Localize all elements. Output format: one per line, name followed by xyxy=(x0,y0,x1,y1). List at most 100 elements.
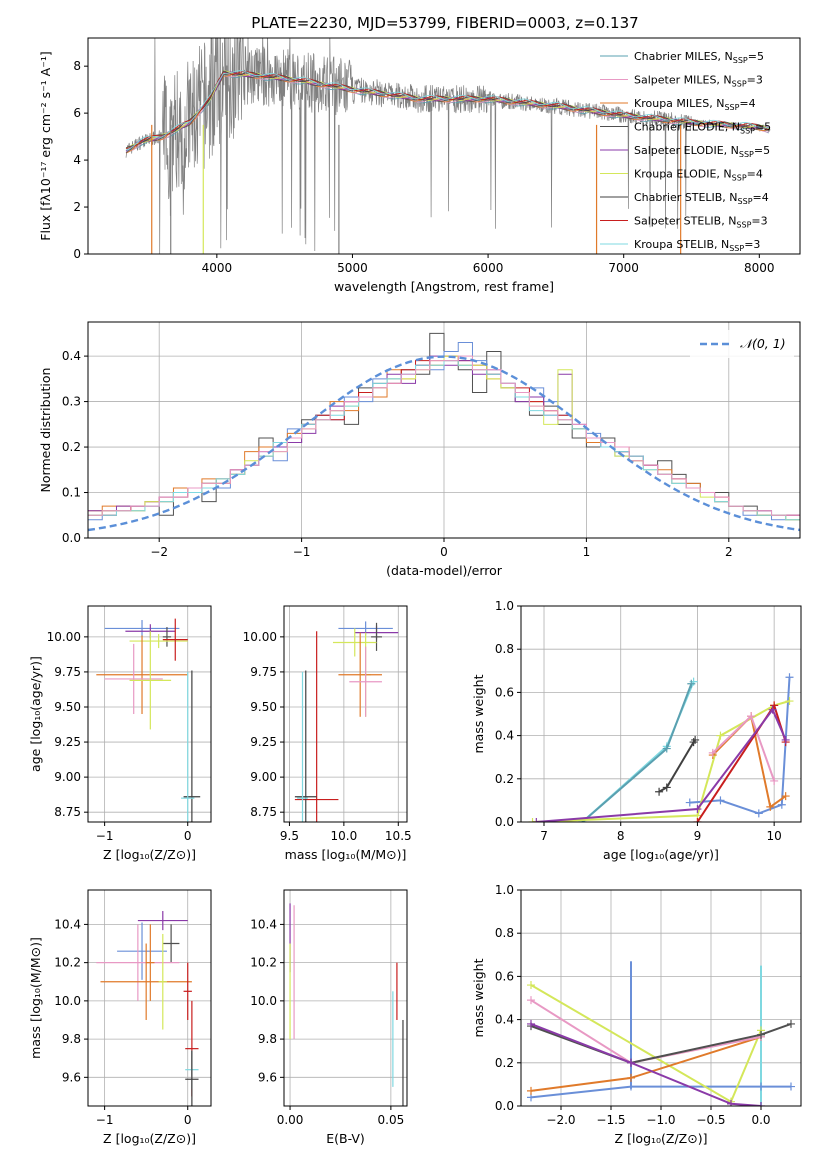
y-axis-label: mass [log₁₀(M/M⊙)] xyxy=(28,937,43,1059)
y-tick-label: 0.4 xyxy=(495,729,514,743)
legend-entry: Chabrier MILES, NSSP=5 xyxy=(634,50,764,65)
weight-marker xyxy=(687,679,696,688)
plot-area xyxy=(294,621,399,822)
x-tick-label: 0 xyxy=(184,829,192,843)
y-axis-label: Normed distribution xyxy=(38,368,53,493)
x-tick-label: 4000 xyxy=(202,261,233,275)
weight-marker xyxy=(527,996,535,1005)
legend-entry: Salpeter STELIB, NSSP=3 xyxy=(634,215,768,230)
y-tick-label: 9.75 xyxy=(54,665,81,679)
spectrum-model-line xyxy=(125,73,769,153)
weight-marker xyxy=(528,818,537,822)
weight-marker xyxy=(532,818,541,822)
weight-marker xyxy=(685,798,694,807)
x-tick-label: 0.0 xyxy=(751,1113,770,1127)
y-tick-label: 9.50 xyxy=(54,700,81,714)
plot-area xyxy=(527,961,795,1106)
weight-marker xyxy=(757,1082,765,1091)
y-tick-label: 9.6 xyxy=(62,1070,81,1084)
weight-marker xyxy=(527,1086,535,1095)
plot-area xyxy=(125,38,771,254)
weight-marker xyxy=(527,1019,535,1028)
x-tick-label: 6000 xyxy=(473,261,504,275)
x-tick-label: 0.05 xyxy=(378,1113,405,1127)
weight-marker xyxy=(727,1099,735,1106)
legend-entry: Kroupa ELODIE, NSSP=4 xyxy=(634,168,763,183)
weight-line xyxy=(536,707,787,822)
y-tick-label: 0.4 xyxy=(62,349,81,363)
x-tick-label: 10.0 xyxy=(331,829,358,843)
figure-title: PLATE=2230, MJD=53799, FIBERID=0003, z=0… xyxy=(251,14,638,32)
x-tick-label: −1 xyxy=(293,545,311,559)
x-tick-label: 8 xyxy=(617,829,625,843)
x-tick-label: 8000 xyxy=(744,261,775,275)
weight-marker xyxy=(627,1058,635,1067)
weight-marker xyxy=(716,796,725,805)
x-tick-label: −1.0 xyxy=(646,1113,675,1127)
histogram-step xyxy=(88,355,800,516)
spectrum-data-line xyxy=(125,38,771,254)
weight-marker xyxy=(627,1073,635,1082)
weight-marker xyxy=(768,705,777,714)
weight-line xyxy=(581,681,695,822)
axes-frame xyxy=(283,889,408,1107)
x-tick-label: 9.5 xyxy=(280,829,299,843)
axes-frame xyxy=(87,889,212,1107)
y-tick-label: 0.2 xyxy=(495,772,514,786)
legend: Chabrier MILES, NSSP=5 Salpeter MILES, NS… xyxy=(600,50,771,253)
chart-spectrum: Chabrier MILES, NSSP=5 Salpeter MILES, NS… xyxy=(38,37,801,294)
weight-marker xyxy=(785,673,794,682)
y-tick-label: 10.00 xyxy=(47,630,81,644)
weight-line xyxy=(712,714,787,809)
y-tick-label: 10.4 xyxy=(250,917,277,931)
y-tick-label: 10.0 xyxy=(250,994,277,1008)
weight-marker xyxy=(781,792,790,801)
plot-area xyxy=(289,903,404,1106)
y-tick-label: 0.1 xyxy=(62,486,81,500)
y-tick-label: 9.25 xyxy=(250,735,277,749)
y-tick-label: 9.8 xyxy=(62,1032,81,1046)
y-tick-label: 10.2 xyxy=(250,956,277,970)
weight-marker xyxy=(716,731,725,740)
weight-marker xyxy=(747,712,756,721)
weight-marker xyxy=(777,800,786,809)
weight-marker xyxy=(781,735,790,744)
weight-line xyxy=(530,1085,791,1099)
y-tick-label: 0.2 xyxy=(495,1056,514,1070)
weight-marker xyxy=(770,701,779,710)
y-tick-label: 8.75 xyxy=(250,805,277,819)
weight-marker xyxy=(787,1082,795,1091)
weight-marker xyxy=(787,1019,795,1028)
axes-frame xyxy=(87,37,801,255)
chart-age_vs_Z: −1 0 8.75 9.00 9.25 9.50 9.75 10.00 Z [log₁₀(Z/Z… xyxy=(28,605,212,862)
x-tick-label: −2 xyxy=(150,545,168,559)
gaussian-curve xyxy=(88,355,800,532)
x-tick-label: −1 xyxy=(96,829,114,843)
legend-entry: Kroupa MILES, NSSP=4 xyxy=(634,97,756,112)
x-axis-label: E(B-V) xyxy=(326,1131,365,1146)
axes-frame xyxy=(283,605,408,823)
y-tick-label: 0.4 xyxy=(495,1013,514,1027)
y-axis-label: Flux [fλ10⁻¹⁷ erg cm⁻² s⁻¹ A⁻¹] xyxy=(38,51,53,240)
x-tick-label: 0 xyxy=(440,545,448,559)
panels: Chabrier MILES, NSSP=5 Salpeter MILES, NS… xyxy=(28,37,802,1146)
weight-line xyxy=(530,1022,792,1064)
weight-marker xyxy=(770,776,779,785)
x-tick-label: 7000 xyxy=(608,261,639,275)
legend-entry: Chabrier ELODIE, NSSP=5 xyxy=(634,121,771,136)
chart-age_vs_mass: 9.5 10.0 10.5 8.75 9.00 9.25 9.50 9.75 10.00 mass… xyxy=(243,605,412,862)
x-axis-label: (data-model)/error xyxy=(386,563,503,578)
chart-mass_weight_vs_age: 7 8 9 10 0.0 0.2 0.4 0.6 0.8 1.0 age [log₁₀(age/yr… xyxy=(471,599,802,862)
x-tick-label: −1.5 xyxy=(596,1113,625,1127)
weight-marker xyxy=(655,787,664,796)
y-tick-label: 0.0 xyxy=(62,531,81,545)
y-tick-label: 8 xyxy=(73,59,81,73)
y-tick-label: 1.0 xyxy=(495,883,514,897)
weight-marker xyxy=(708,748,717,757)
y-axis-label: mass weight xyxy=(471,958,486,1037)
y-tick-label: 10.4 xyxy=(54,917,81,931)
x-tick-label: 10 xyxy=(767,829,782,843)
y-tick-label: 9.25 xyxy=(54,735,81,749)
x-tick-label: 2 xyxy=(725,545,733,559)
